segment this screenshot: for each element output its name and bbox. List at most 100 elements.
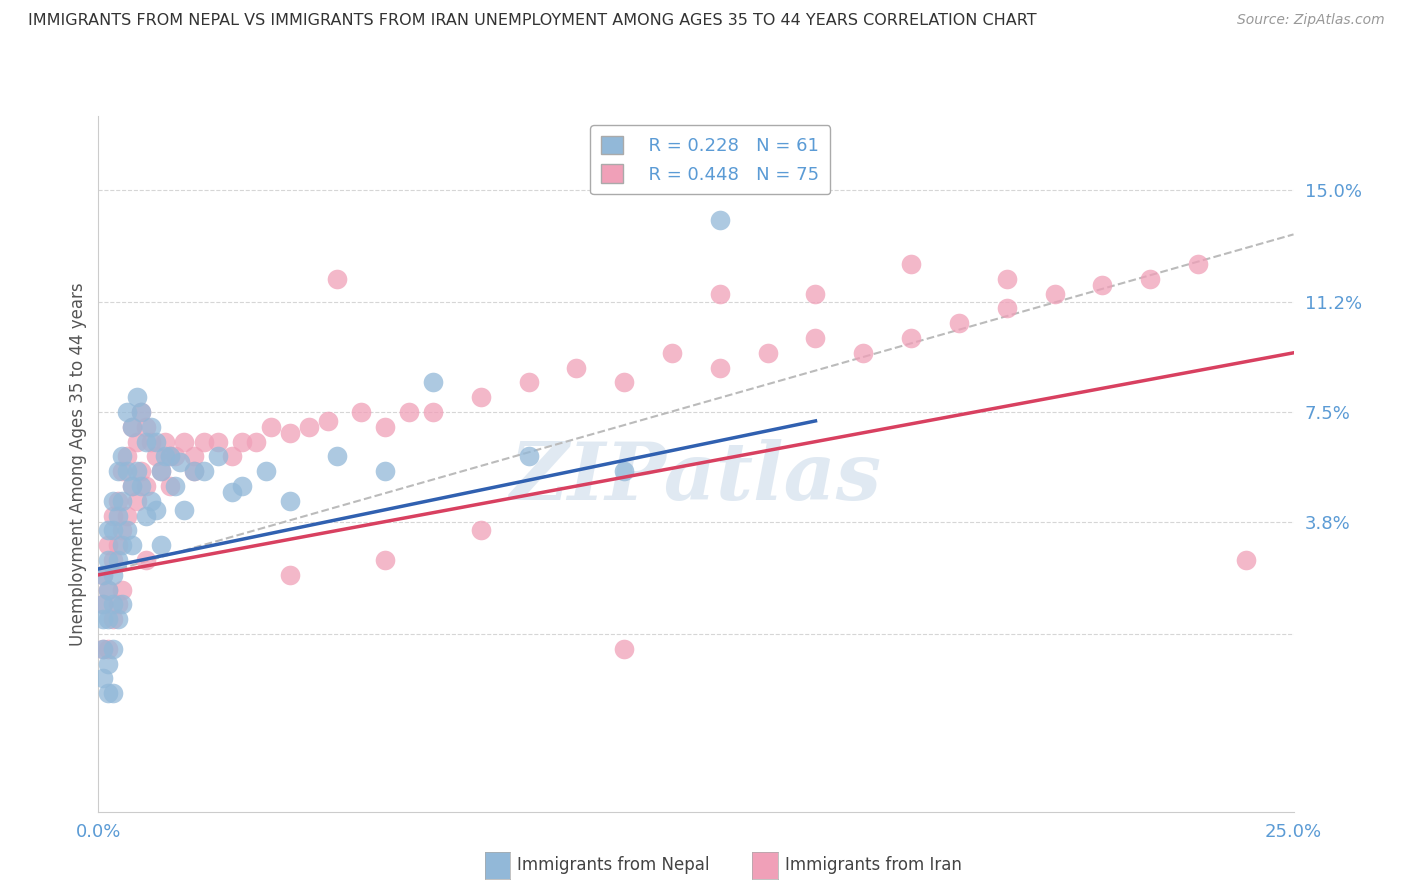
Point (900, 257, 922, 271)
Point (101, 612, 124, 626)
Point (173, 434, 195, 449)
Text: Immigrants from Iran: Immigrants from Iran (785, 856, 962, 874)
Point (111, 524, 134, 538)
Point (135, 508, 157, 523)
Point (709, 360, 731, 375)
Point (101, 598, 124, 612)
Point (125, 493, 148, 508)
Point (121, 420, 143, 434)
Point (135, 479, 157, 493)
Point (207, 450, 229, 464)
Point (115, 508, 138, 523)
Point (125, 464, 148, 478)
Point (91, 598, 114, 612)
Point (101, 508, 124, 523)
Point (145, 434, 167, 449)
Point (948, 316, 970, 330)
Point (221, 450, 243, 464)
Point (149, 538, 172, 552)
Point (121, 420, 143, 434)
Point (1091, 277, 1114, 292)
Point (101, 553, 124, 567)
Point (101, 567, 124, 582)
Point (1043, 286, 1066, 301)
Point (97, 524, 120, 538)
Text: ZIPatlas: ZIPatlas (510, 439, 882, 516)
Point (278, 567, 301, 582)
Point (111, 450, 134, 464)
Point (298, 420, 321, 434)
Point (169, 455, 191, 469)
Point (91, 598, 114, 612)
Point (131, 405, 153, 419)
Point (231, 434, 253, 449)
Point (121, 538, 143, 552)
Point (661, 346, 683, 360)
Point (121, 479, 143, 493)
Point (107, 508, 129, 523)
Point (470, 390, 492, 404)
Text: Source: ZipAtlas.com: Source: ZipAtlas.com (1237, 13, 1385, 28)
Point (101, 686, 124, 700)
Point (565, 360, 588, 375)
Point (107, 493, 129, 508)
Y-axis label: Unemployment Among Ages 35 to 44 years: Unemployment Among Ages 35 to 44 years (69, 282, 87, 646)
Point (163, 479, 186, 493)
Point (107, 553, 129, 567)
Point (111, 493, 134, 508)
Point (145, 502, 167, 516)
Point (259, 420, 281, 434)
Point (183, 450, 205, 464)
Point (193, 434, 215, 449)
Point (155, 434, 177, 449)
Point (135, 420, 157, 434)
Point (91, 567, 114, 582)
Point (159, 450, 181, 464)
Point (115, 405, 138, 419)
Point (97, 612, 120, 626)
Point (97, 686, 120, 700)
Point (91, 612, 114, 626)
Point (422, 405, 444, 419)
Point (613, 464, 636, 478)
Point (326, 272, 349, 286)
Point (350, 405, 373, 419)
Point (111, 598, 134, 612)
Point (97, 582, 120, 597)
Point (183, 464, 205, 478)
Point (91, 672, 114, 686)
Point (278, 425, 301, 440)
Point (316, 414, 339, 428)
Point (709, 286, 731, 301)
Point (159, 450, 181, 464)
Point (139, 420, 162, 434)
Point (111, 582, 134, 597)
Text: Immigrants from Nepal: Immigrants from Nepal (517, 856, 710, 874)
Point (374, 553, 396, 567)
Point (163, 450, 186, 464)
Point (613, 641, 636, 656)
Point (97, 582, 120, 597)
Point (111, 538, 134, 552)
Point (101, 641, 124, 656)
Point (470, 524, 492, 538)
Point (1187, 257, 1209, 271)
Point (91, 641, 114, 656)
Point (139, 434, 162, 449)
Point (115, 450, 138, 464)
Point (193, 464, 215, 478)
Point (121, 479, 143, 493)
Point (125, 434, 148, 449)
Point (995, 301, 1018, 316)
Point (111, 464, 134, 478)
Point (398, 405, 420, 419)
Point (326, 450, 349, 464)
Point (995, 272, 1018, 286)
Point (97, 553, 120, 567)
Point (374, 464, 396, 478)
Point (91, 567, 114, 582)
Point (1139, 272, 1161, 286)
Point (245, 434, 267, 449)
Point (422, 376, 444, 390)
Point (278, 493, 301, 508)
